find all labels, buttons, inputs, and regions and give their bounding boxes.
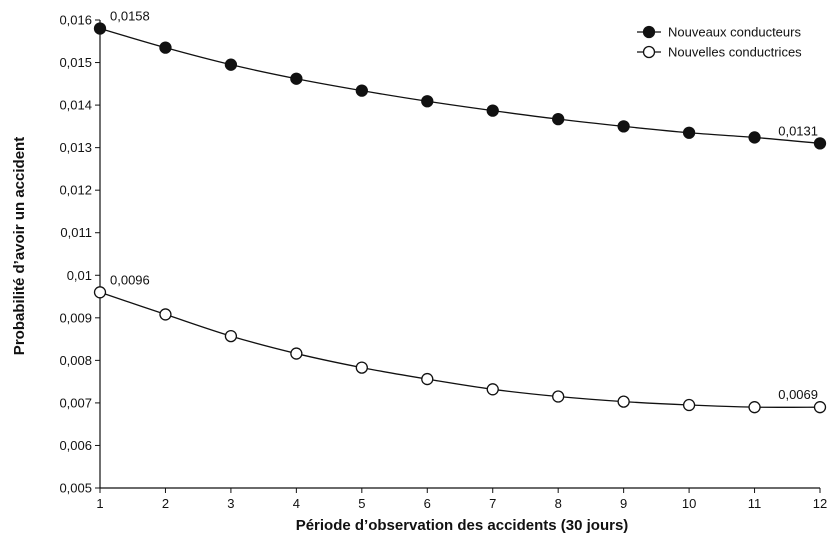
y-tick-label: 0,015: [59, 55, 92, 70]
y-tick-label: 0,009: [59, 310, 92, 325]
data-point-nouvelles-conductrices: [617, 395, 630, 408]
y-tick-label: 0,013: [59, 140, 92, 155]
legend-label: Nouvelles conductrices: [668, 45, 802, 60]
legend-marker-open-circle: [642, 45, 656, 59]
x-tick-label: 1: [96, 496, 103, 511]
data-point-nouveaux-conducteurs: [224, 58, 238, 71]
data-point-nouvelles-conductrices: [552, 390, 565, 403]
y-tick-label: 0,01: [67, 268, 92, 283]
x-tick-label: 4: [293, 496, 300, 511]
data-point-nouveaux-conducteurs: [748, 131, 761, 144]
axes: 0,005 0,006 0,007 0,008 0,009 0,01 0,011 0,012 0…: [59, 13, 827, 512]
data-point-nouvelles-conductrices: [682, 398, 696, 412]
data-point-nouvelles-conductrices: [355, 361, 368, 374]
data-point-nouvelles-conductrices: [813, 401, 827, 414]
legend-label: Nouveaux conducteurs: [668, 25, 801, 40]
x-tick-label: 10: [682, 496, 696, 511]
data-point-nouvelles-conductrices: [224, 329, 238, 343]
x-axis-title: Période d’observation des accidents (30 …: [296, 517, 629, 534]
y-tick-label: 0,005: [59, 481, 92, 496]
x-tick-label: 12: [813, 496, 827, 511]
data-point-nouveaux-conducteurs: [486, 104, 499, 117]
legend-marker-filled-circle: [642, 25, 656, 39]
x-tick-label: 9: [620, 496, 627, 511]
y-tick-label: 0,007: [59, 395, 92, 410]
legend: Nouveaux conducteurs Nouvelles conductric…: [637, 25, 802, 60]
x-tick-label: 11: [748, 496, 762, 511]
x-tick-label: 3: [227, 496, 234, 511]
x-tick-label: 6: [424, 496, 431, 511]
y-tick-label: 0,008: [59, 353, 92, 368]
y-tick-label: 0,011: [60, 225, 92, 240]
data-label: 0,0131: [778, 123, 818, 138]
y-tick-label: 0,016: [59, 13, 92, 28]
data-point-nouveaux-conducteurs: [813, 137, 827, 150]
data-point-nouvelles-conductrices: [159, 308, 172, 321]
data-point-nouveaux-conducteurs: [682, 126, 696, 139]
data-point-nouvelles-conductrices: [93, 286, 107, 299]
x-tick-label: 2: [162, 496, 169, 511]
data-labels: 0,0158 0,0131 0,0096 0,0069: [110, 9, 818, 403]
data-label: 0,0069: [778, 387, 818, 402]
y-tick-label: 0,012: [59, 183, 92, 198]
series-markers: [93, 22, 827, 414]
series-lines: [99, 27, 821, 408]
data-label: 0,0158: [110, 9, 150, 24]
data-point-nouveaux-conducteurs: [552, 112, 565, 126]
x-tick-label: 8: [555, 496, 562, 511]
data-label: 0,0096: [110, 272, 150, 287]
data-point-nouveaux-conducteurs: [159, 41, 172, 54]
y-tick-label: 0,006: [59, 438, 92, 453]
data-point-nouveaux-conducteurs: [290, 72, 303, 85]
data-point-nouveaux-conducteurs: [421, 95, 434, 108]
data-point-nouveaux-conducteurs: [93, 22, 107, 35]
data-point-nouvelles-conductrices: [421, 372, 434, 386]
y-axis-title: Probabilité d’avoir un accident: [11, 137, 28, 355]
data-point-nouvelles-conductrices: [290, 347, 303, 360]
data-point-nouvelles-conductrices: [748, 401, 761, 414]
data-point-nouveaux-conducteurs: [355, 84, 368, 97]
data-point-nouvelles-conductrices: [486, 383, 499, 396]
x-tick-label: 5: [358, 496, 365, 511]
data-point-nouveaux-conducteurs: [617, 120, 630, 133]
y-tick-label: 0,014: [59, 98, 92, 113]
x-tick-label: 7: [489, 496, 496, 511]
series-line-nouvelles-conductrices: [99, 291, 821, 408]
